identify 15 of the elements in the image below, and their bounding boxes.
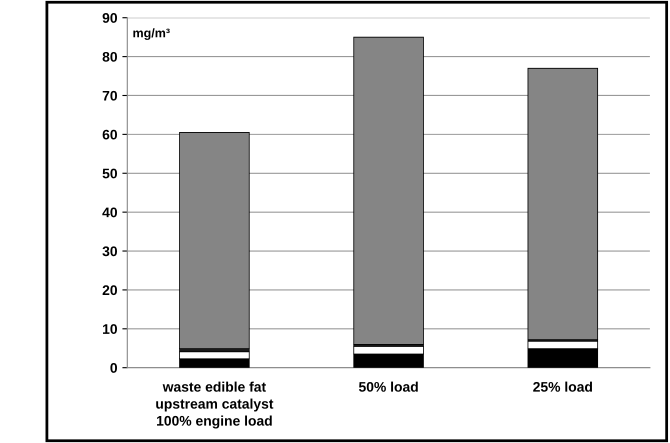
y-tick-label: 60 — [102, 130, 118, 140]
y-tick-label: 0 — [110, 363, 118, 373]
y-tick-label: 30 — [102, 246, 118, 256]
y-tick-label: 90 — [102, 13, 118, 23]
x-tick-label: 25% load — [533, 382, 592, 392]
y-axis-title: mg/m³ — [133, 28, 170, 40]
y-tick-label: 20 — [102, 285, 118, 296]
y-tick-label: 40 — [102, 207, 118, 218]
x-tick-label: 50% load — [358, 382, 418, 392]
bar — [179, 132, 250, 350]
y-tick-label: 70 — [102, 90, 118, 101]
y-tick-label: 50 — [102, 168, 118, 178]
y-tick-label: 80 — [102, 52, 118, 62]
y-tick-label: 10 — [103, 324, 118, 334]
x-tick-label: waste edible fat upstream catalyst 100% engine load — [156, 382, 274, 429]
